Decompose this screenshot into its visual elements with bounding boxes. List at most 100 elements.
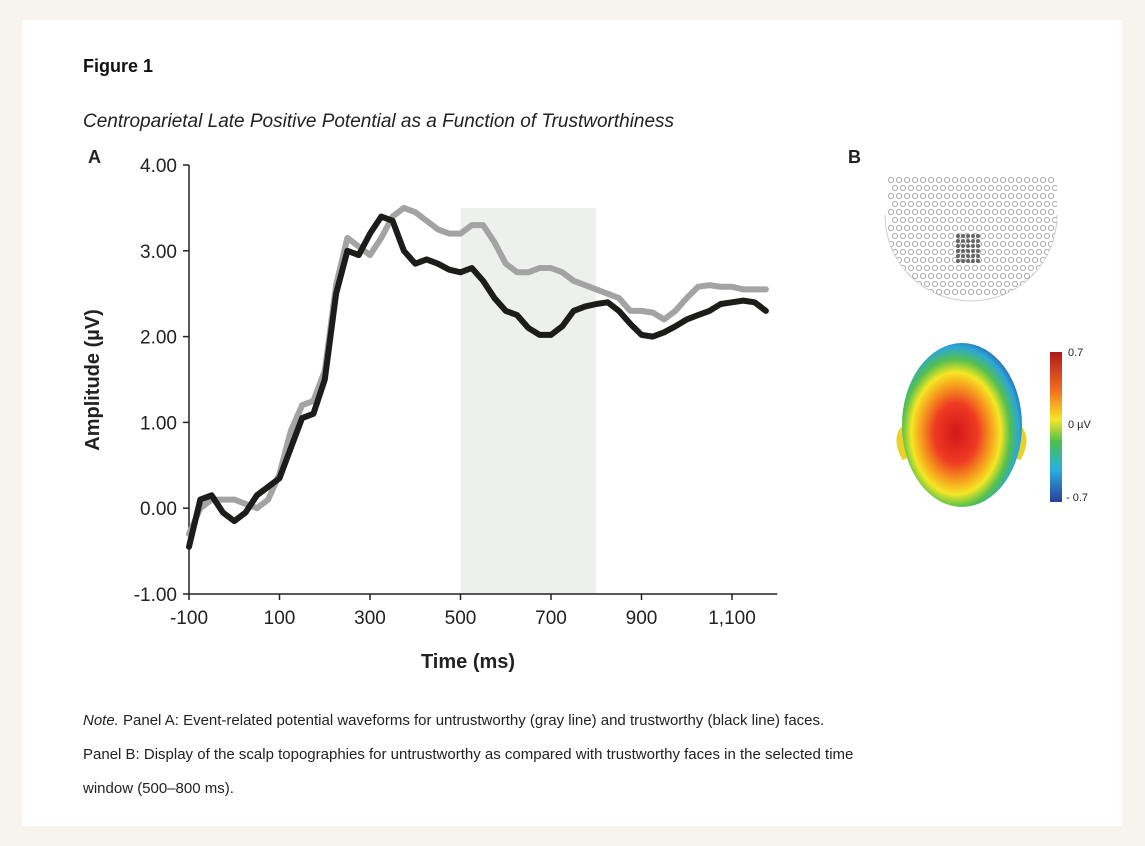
- electrode: [888, 176, 895, 183]
- electrode: [952, 288, 959, 295]
- electrode: [892, 200, 899, 207]
- electrode: [920, 256, 927, 263]
- electrode-selected: [956, 249, 960, 253]
- electrode: [976, 208, 983, 215]
- electrode: [1020, 232, 1027, 239]
- electrode: [956, 184, 963, 191]
- electrode: [964, 216, 971, 223]
- electrode: [924, 264, 931, 271]
- electrode: [904, 192, 911, 199]
- electrode: [968, 272, 975, 279]
- electrode: [976, 192, 983, 199]
- electrode: [1004, 248, 1011, 255]
- electrode: [1028, 232, 1035, 239]
- electrode: [988, 264, 995, 271]
- electrode-selected: [956, 239, 960, 243]
- electrode: [984, 256, 991, 263]
- electrode: [1032, 272, 1039, 279]
- electrode: [932, 184, 939, 191]
- electrode-selected: [976, 234, 980, 238]
- note-line: window (500–800 ms).: [83, 780, 234, 797]
- electrode: [912, 288, 919, 295]
- electrode-selected: [966, 259, 970, 263]
- electrode: [932, 280, 939, 287]
- electrode: [940, 216, 947, 223]
- electrode: [1032, 176, 1039, 183]
- electrode: [944, 272, 951, 279]
- electrode: [976, 224, 983, 231]
- electrode: [1032, 288, 1039, 295]
- electrode: [1024, 176, 1031, 183]
- electrode: [944, 288, 951, 295]
- x-tick-label: 500: [445, 608, 477, 629]
- colorbar-label: 0 µV: [1068, 419, 1092, 431]
- electrode: [992, 288, 999, 295]
- electrode: [1040, 288, 1047, 295]
- x-tick-label: 1,100: [708, 608, 756, 629]
- electrode: [1040, 208, 1047, 215]
- electrode: [960, 288, 967, 295]
- electrode: [1024, 272, 1031, 279]
- electrode: [900, 248, 907, 255]
- electrode: [912, 240, 919, 247]
- electrode: [900, 232, 907, 239]
- electrode: [1052, 184, 1057, 191]
- electrode: [1040, 224, 1047, 231]
- y-tick-label: 2.00: [140, 328, 177, 349]
- electrode: [892, 232, 899, 239]
- electrode: [1004, 216, 1011, 223]
- x-axis-label: Time (ms): [421, 651, 515, 673]
- electrode: [904, 208, 911, 215]
- electrode: [980, 280, 987, 287]
- note-text: Panel A: Event-related potential wavefor…: [118, 712, 825, 729]
- electrode: [996, 248, 1003, 255]
- electrode: [1016, 240, 1023, 247]
- electrode: [1044, 264, 1051, 271]
- electrode: [1048, 208, 1055, 215]
- electrode: [920, 192, 927, 199]
- y-tick-label: 4.00: [140, 156, 177, 177]
- electrode: [1000, 288, 1007, 295]
- electrode: [916, 184, 923, 191]
- electrode: [968, 224, 975, 231]
- electrode: [1036, 200, 1043, 207]
- electrode: [920, 208, 927, 215]
- electrode: [928, 224, 935, 231]
- electrode: [1008, 224, 1015, 231]
- x-tick-label: 900: [626, 608, 658, 629]
- electrode: [984, 240, 991, 247]
- electrode-selected: [971, 249, 975, 253]
- electrode: [1052, 200, 1057, 207]
- electrode: [900, 216, 907, 223]
- electrode: [916, 200, 923, 207]
- x-tick-label: -100: [170, 608, 208, 629]
- electrode: [1048, 256, 1055, 263]
- colorbar-label: - 0.7: [1066, 492, 1088, 504]
- electrode: [924, 184, 931, 191]
- electrode: [888, 272, 895, 279]
- electrode: [924, 216, 931, 223]
- electrode: [1028, 216, 1035, 223]
- electrode: [1016, 224, 1023, 231]
- electrode: [932, 216, 939, 223]
- electrode: [1012, 216, 1019, 223]
- electrode: [1028, 200, 1035, 207]
- electrode: [960, 208, 967, 215]
- electrode: [908, 184, 915, 191]
- electrode: [960, 176, 967, 183]
- electrode: [932, 200, 939, 207]
- time-window: [460, 207, 597, 594]
- electrode-map: [888, 176, 1057, 295]
- electrode: [1044, 232, 1051, 239]
- electrode: [992, 272, 999, 279]
- electrode: [896, 192, 903, 199]
- electrode: [896, 272, 903, 279]
- electrode: [956, 264, 963, 271]
- electrode: [908, 248, 915, 255]
- electrode: [944, 224, 951, 231]
- electrode: [980, 264, 987, 271]
- electrode: [964, 264, 971, 271]
- electrode: [1036, 280, 1043, 287]
- electrode: [1008, 256, 1015, 263]
- electrode: [1036, 184, 1043, 191]
